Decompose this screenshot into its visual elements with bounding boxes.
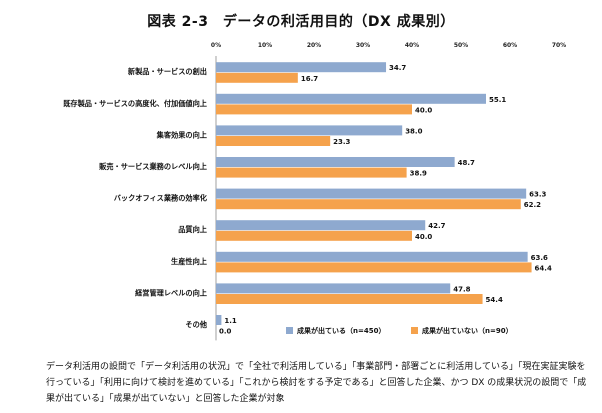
bar-without-results [216, 167, 407, 178]
bar-without-results [216, 230, 412, 241]
x-tick-label: 0% [211, 42, 221, 49]
category-label: 生産性向上 [171, 257, 207, 266]
x-tick-label: 20% [307, 42, 321, 49]
x-tick-label: 70% [552, 42, 566, 49]
data-label: 23.3 [333, 138, 350, 146]
data-label: 38.0 [405, 127, 422, 135]
bar-with-results [216, 251, 528, 262]
data-label: 1.1 [224, 317, 237, 325]
category-label: 経営管理レベルの向上 [135, 288, 207, 297]
category-label: 販売・サービス業務のレベル向上 [99, 162, 207, 171]
bar-with-results [216, 62, 387, 73]
bar-without-results [216, 262, 532, 273]
data-label: 16.7 [301, 75, 318, 83]
x-tick-label: 40% [405, 42, 419, 49]
data-label: 63.3 [529, 191, 546, 199]
bar-without-results [216, 199, 521, 210]
data-label: 64.4 [535, 264, 552, 272]
chart-title: 図表 2-3 データの利活用目的（DX 成果別） [147, 14, 455, 30]
data-label: 38.9 [410, 170, 427, 178]
bar-with-results [216, 188, 527, 199]
data-label: 34.7 [389, 64, 406, 72]
category-label: その他 [185, 320, 207, 329]
bar-with-results [216, 125, 403, 136]
data-label: 47.8 [453, 285, 470, 293]
legend-swatch [286, 327, 293, 334]
bar-without-results [216, 72, 298, 83]
category-label: 品質向上 [178, 225, 207, 234]
bar-with-results [216, 315, 222, 325]
data-label: 42.7 [428, 222, 445, 230]
legend-label: 成果が出ていない（n=90） [422, 326, 513, 335]
bar-with-results [216, 220, 426, 231]
bar-without-results [216, 136, 331, 146]
legend-label: 成果が出ている（n=450） [297, 326, 385, 335]
x-tick-label: 50% [454, 42, 468, 49]
footnote: データ利活用の設問で「データ利活用の状況」で「全社で利活用している」「事業部門・… [46, 362, 587, 404]
legend-swatch [411, 327, 418, 334]
bar-with-results [216, 93, 486, 104]
data-label: 0.0 [219, 328, 232, 336]
category-label: 新製品・サービスの創出 [128, 67, 207, 76]
x-tick-label: 10% [258, 42, 272, 49]
bar-without-results [216, 294, 483, 304]
x-tick-label: 60% [503, 42, 517, 49]
bar-with-results [216, 157, 455, 167]
data-label: 40.0 [415, 233, 432, 241]
data-label: 40.0 [415, 106, 432, 114]
data-label: 55.1 [489, 96, 506, 104]
data-label: 62.2 [524, 201, 541, 209]
category-label: バックオフィス業務の効率化 [114, 194, 208, 203]
data-label: 48.7 [458, 159, 475, 167]
x-tick-label: 30% [356, 42, 370, 49]
category-label: 既存製品・サービスの高度化、付加価値向上 [63, 99, 207, 108]
data-label: 54.4 [486, 296, 503, 304]
bar-with-results [216, 283, 451, 294]
data-label: 63.6 [531, 254, 548, 262]
category-label: 集客効果の向上 [156, 130, 207, 139]
bar-without-results [216, 104, 412, 115]
